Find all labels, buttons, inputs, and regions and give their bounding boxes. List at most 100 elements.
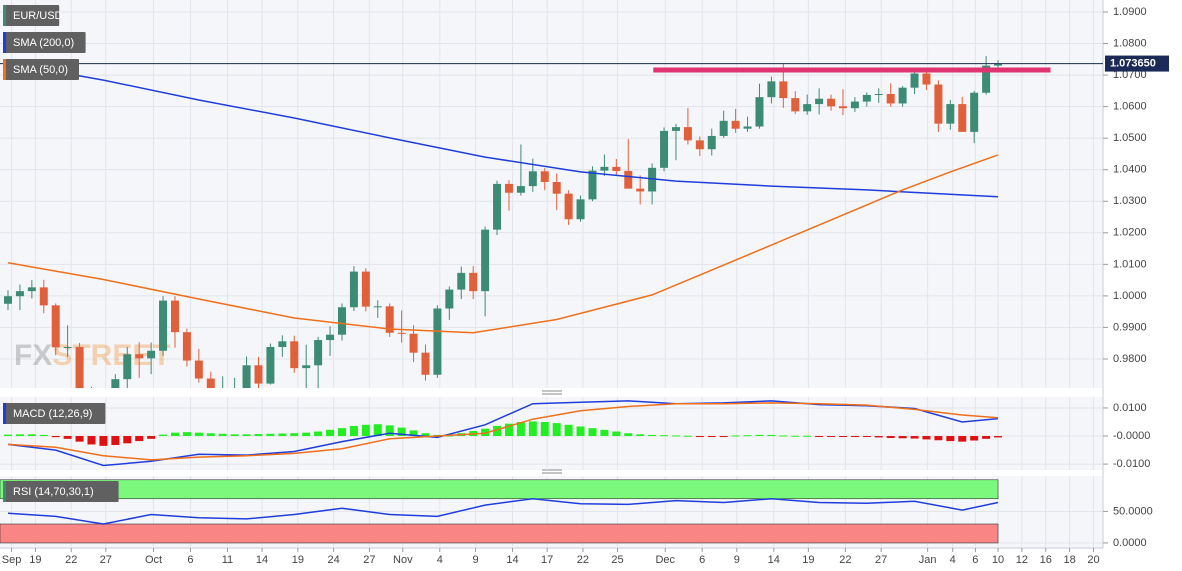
panel-handle[interactable] bbox=[542, 390, 562, 395]
panel-handle[interactable] bbox=[542, 469, 562, 474]
candle-body bbox=[123, 354, 132, 380]
x-tick-label: Oct bbox=[145, 554, 162, 566]
y-tick-label: 1.0200 bbox=[1113, 227, 1147, 239]
histogram-bar bbox=[147, 436, 156, 439]
candle-body bbox=[934, 84, 943, 124]
histogram-bar bbox=[337, 428, 346, 437]
candle-body bbox=[922, 73, 931, 85]
histogram-bar bbox=[326, 429, 335, 437]
histogram-bar bbox=[135, 436, 144, 442]
candle-body bbox=[219, 389, 227, 390]
histogram-bar bbox=[75, 436, 84, 442]
candle-body bbox=[600, 166, 609, 171]
legend-swatch bbox=[3, 481, 6, 502]
x-tick-label: 4 bbox=[950, 554, 956, 566]
histogram-bar bbox=[982, 436, 991, 439]
histogram-bar bbox=[886, 436, 895, 438]
candle-body bbox=[576, 199, 585, 220]
legend-swatch bbox=[3, 32, 6, 53]
candle-body bbox=[385, 306, 394, 333]
candle-body bbox=[612, 166, 621, 171]
candle-body bbox=[731, 120, 740, 129]
candle-body bbox=[51, 305, 60, 348]
legend-label: EUR/USD bbox=[13, 10, 63, 22]
plot-area bbox=[0, 479, 999, 544]
histogram-bar bbox=[516, 421, 525, 437]
x-tick-label: 14 bbox=[506, 554, 518, 566]
candle-body bbox=[290, 341, 299, 369]
candle-body bbox=[135, 354, 144, 359]
candle-body bbox=[361, 271, 370, 307]
histogram-bar bbox=[862, 436, 871, 438]
histogram-bar bbox=[970, 436, 979, 441]
candle-body bbox=[624, 170, 633, 189]
histogram-bar bbox=[123, 436, 132, 444]
y-tick-label: 1.0600 bbox=[1113, 101, 1147, 113]
candle-body bbox=[111, 379, 120, 388]
y-tick-label: 1.0400 bbox=[1113, 164, 1147, 176]
histogram-bar bbox=[910, 436, 919, 439]
legend-box bbox=[3, 59, 79, 80]
rsi-zone bbox=[0, 523, 999, 544]
histogram-bar bbox=[111, 436, 120, 446]
candle-body bbox=[231, 389, 239, 390]
legend-swatch bbox=[3, 5, 6, 26]
histogram-bar bbox=[51, 436, 60, 438]
candle-body bbox=[493, 183, 502, 230]
histogram-bar bbox=[39, 434, 48, 437]
candle-body bbox=[671, 127, 680, 131]
candle-body bbox=[397, 332, 406, 334]
candle-body bbox=[827, 98, 836, 107]
y-tick-label: 1.0500 bbox=[1113, 132, 1147, 144]
histogram-bar bbox=[624, 433, 633, 437]
candle-body bbox=[719, 120, 728, 136]
y-tick-label: 0.9900 bbox=[1113, 321, 1147, 333]
histogram-bar bbox=[695, 436, 704, 438]
x-tick-label: 19 bbox=[802, 554, 814, 566]
y-tick-label: 1.0300 bbox=[1113, 195, 1147, 207]
candle-body bbox=[314, 340, 323, 366]
candle-body bbox=[504, 183, 513, 193]
candle-body bbox=[469, 272, 478, 292]
histogram-bar bbox=[576, 426, 585, 437]
candle-body bbox=[755, 97, 764, 127]
candle-body bbox=[147, 350, 156, 359]
candle-body bbox=[242, 365, 251, 388]
watermark-part: FX bbox=[14, 339, 52, 372]
histogram-bar bbox=[182, 432, 191, 437]
y-tick-label: 1.0000 bbox=[1113, 290, 1147, 302]
x-tick-label: Sep bbox=[2, 554, 22, 566]
candle-body bbox=[75, 346, 84, 388]
candle-body bbox=[564, 193, 573, 220]
x-tick-label: 22 bbox=[577, 554, 589, 566]
candle-body bbox=[970, 92, 979, 132]
histogram-bar bbox=[266, 433, 275, 437]
x-tick-label: 4 bbox=[437, 554, 443, 566]
histogram-bar bbox=[755, 434, 764, 437]
histogram-bar bbox=[278, 433, 287, 437]
histogram-bar bbox=[397, 427, 406, 437]
histogram-bar bbox=[767, 434, 776, 437]
candle-body bbox=[39, 287, 48, 306]
x-tick-label: Nov bbox=[393, 554, 413, 566]
histogram-bar bbox=[254, 434, 263, 437]
candle-body bbox=[326, 334, 335, 341]
last-price-label: 1.073650 bbox=[1110, 57, 1156, 69]
x-tick-label: 27 bbox=[363, 554, 375, 566]
histogram-bar bbox=[958, 436, 967, 442]
x-tick-label: 17 bbox=[541, 554, 553, 566]
legend-label: SMA (200,0) bbox=[13, 37, 74, 49]
x-tick-label: 6 bbox=[187, 554, 193, 566]
legend-box bbox=[3, 5, 60, 26]
x-tick-label: 19 bbox=[29, 554, 41, 566]
candle-body bbox=[409, 333, 418, 353]
x-tick-label: 20 bbox=[1087, 554, 1099, 566]
candle-body bbox=[457, 272, 466, 290]
histogram-bar bbox=[648, 434, 657, 437]
x-tick-label: Dec bbox=[655, 554, 675, 566]
y-tick-label: 0.0100 bbox=[1113, 402, 1147, 414]
rsi-zone bbox=[0, 479, 999, 500]
histogram-bar bbox=[361, 424, 370, 437]
histogram-bar bbox=[218, 433, 227, 437]
y-tick-label: 0.0000 bbox=[1113, 537, 1147, 549]
